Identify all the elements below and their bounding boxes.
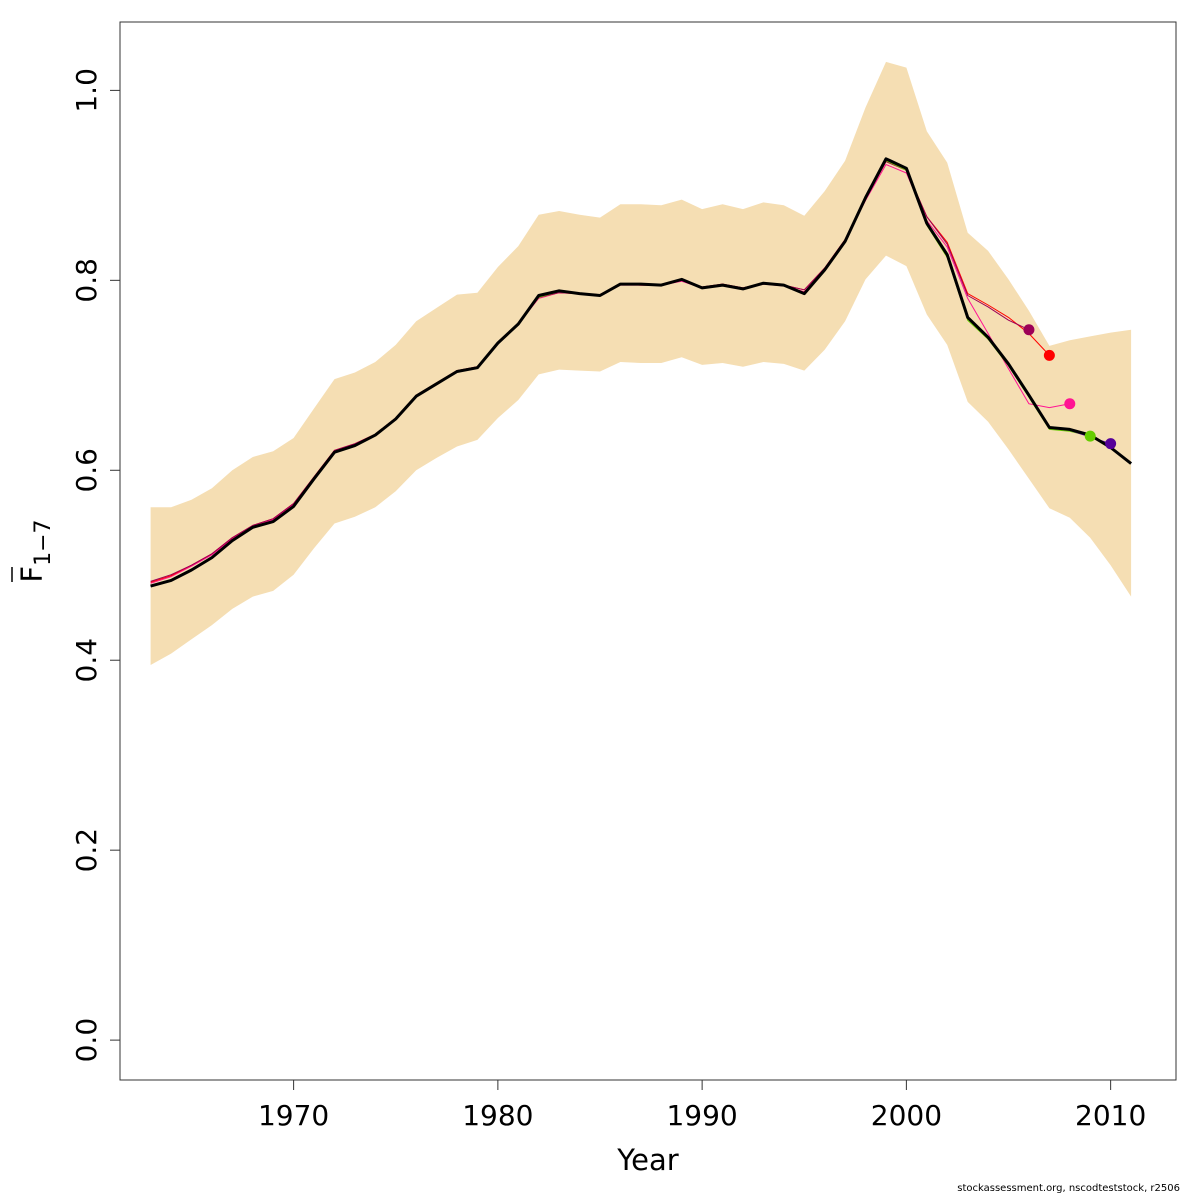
- y-axis-title-subscript: 1−7: [31, 519, 56, 565]
- end-points-layer: [1023, 324, 1117, 450]
- y-axis-title: F1−7: [15, 519, 56, 582]
- y-axis-title-main: F: [15, 566, 49, 583]
- series-layer: [150, 157, 1133, 588]
- series-end-point-3: [1023, 324, 1035, 336]
- x-axis-title: Year: [616, 1143, 678, 1177]
- plot-frame: [119, 21, 1177, 1081]
- confidence-band: [150, 61, 1132, 665]
- series-end-point-2: [1043, 349, 1055, 361]
- series-end-point-5: [1105, 438, 1117, 450]
- y-tick-label: 0.0: [70, 1018, 103, 1063]
- y-tick-label: 0.6: [70, 448, 103, 493]
- x-tick-label: 2010: [1075, 1099, 1146, 1132]
- series-end-point-1: [1064, 398, 1076, 410]
- confidence-band-layer: [150, 61, 1132, 665]
- x-tick-label: 1970: [258, 1099, 329, 1132]
- y-tick-label: 0.4: [70, 638, 103, 683]
- series-end-point-4: [1084, 430, 1096, 442]
- y-tick-label: 1.0: [70, 68, 103, 113]
- y-tick-label: 0.2: [70, 828, 103, 873]
- x-tick-label: 1980: [462, 1099, 533, 1132]
- x-tick-label: 2000: [871, 1099, 942, 1132]
- series-line-6: [150, 157, 1133, 588]
- footer-note: stockassessment.org, nscodteststock, r25…: [957, 1183, 1180, 1194]
- x-tick-label: 1990: [666, 1099, 737, 1132]
- y-tick-label: 0.8: [70, 258, 103, 303]
- axis-layer: 1970 1980 1990 2000 2010 0.0 0.2 0.4 0.6 0.8 1.0: [70, 68, 1146, 1132]
